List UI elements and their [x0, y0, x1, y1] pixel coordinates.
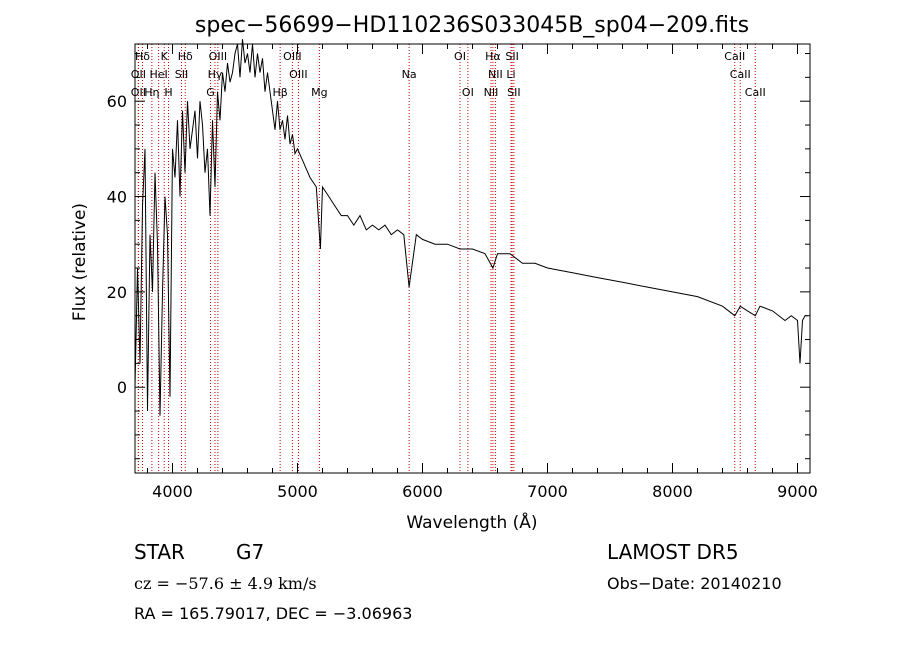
object-class: STAR [134, 540, 185, 564]
x-axis-label: Wavelength (Å) [406, 511, 537, 533]
line-label: Li [506, 68, 515, 81]
line-label: Hγ [208, 68, 223, 81]
line-label: SII [505, 50, 518, 63]
line-label: SII [175, 68, 188, 81]
observation-date: Obs−Date: 20140210 [607, 574, 782, 593]
line-label: Hβ [272, 86, 287, 99]
x-tick-label: 4000 [152, 482, 193, 501]
line-label: OI [454, 50, 466, 63]
y-tick-label: 40 [107, 188, 127, 207]
line-label: NII [488, 68, 503, 81]
object-subclass: G7 [236, 540, 265, 564]
line-label: SII [507, 86, 520, 99]
y-tick-label: 20 [107, 283, 127, 302]
axis-tick-labels: 4000 5000 6000 7000 8000 9000 0 20 40 60 [107, 92, 818, 501]
axis-ticks [135, 44, 810, 473]
line-label: Mg [311, 86, 327, 99]
y-tick-label: 60 [107, 92, 127, 111]
x-tick-label: 5000 [277, 482, 318, 501]
coordinates: RA = 165.79017, DEC = −3.06963 [134, 604, 413, 623]
x-tick-label: 6000 [402, 482, 443, 501]
line-label: OII [131, 68, 146, 81]
line-label: OIII [283, 50, 301, 63]
line-label: CaII [745, 86, 766, 99]
line-label: HeI [149, 68, 167, 81]
line-label: Hδ [178, 50, 193, 63]
line-label: CaII [730, 68, 751, 81]
spectral-line-markers [137, 44, 756, 473]
x-tick-label: 9000 [777, 482, 818, 501]
line-label: OIII [209, 50, 227, 63]
x-tick-label: 7000 [527, 482, 568, 501]
line-label: H [164, 86, 172, 99]
line-label: G [206, 86, 215, 99]
chart-title: spec−56699−HD110236S033045B_sp04−209.fit… [195, 13, 749, 38]
x-tick-label: 8000 [652, 482, 693, 501]
plot-frame [134, 43, 811, 474]
line-label: Na [402, 68, 417, 81]
survey-name: LAMOST DR5 [607, 540, 739, 564]
line-label: K [161, 50, 169, 63]
line-label: Hη [144, 86, 159, 99]
redshift-cz: cz = −57.6 ± 4.9 km/s [134, 574, 317, 593]
line-label: OI [462, 86, 474, 99]
line-label: Hα [485, 50, 501, 63]
y-tick-label: 0 [117, 378, 127, 397]
spectrum-series [134, 39, 808, 416]
line-label: OIII [289, 68, 307, 81]
line-label: NII [484, 86, 499, 99]
line-label: Hδ [135, 50, 150, 63]
y-axis-label: Flux (relative) [70, 203, 90, 321]
spectrum-line [134, 39, 808, 416]
line-label: CaII [724, 50, 745, 63]
